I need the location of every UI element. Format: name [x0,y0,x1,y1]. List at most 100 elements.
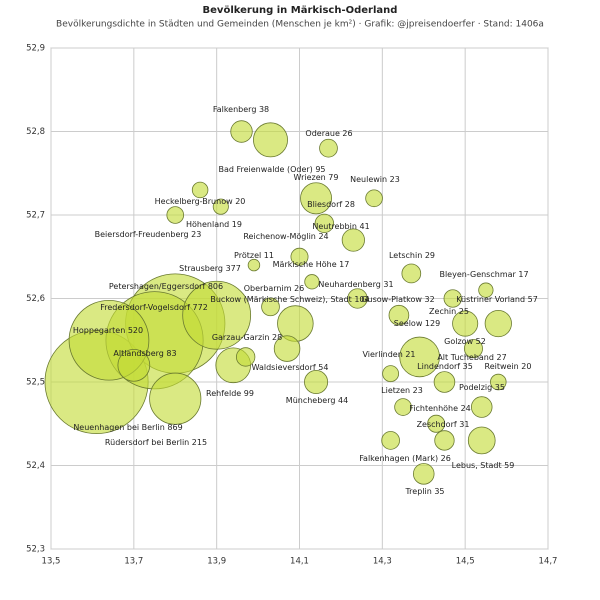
label-name: Bleyen-Genschmar [439,270,516,279]
label-value: 54 [318,363,328,372]
bubble [182,280,252,350]
data-label: Zechin 25 [429,307,469,316]
label-value: 83 [166,349,176,358]
data-label: Bliesdorf 28 [307,200,355,209]
label-name: Falkenberg [213,105,257,114]
data-label: Falkenberg 38 [213,105,269,114]
x-tick-label: 14,5 [456,557,475,567]
label-name: Zechin [429,307,456,316]
label-name: Garzau-Garzin [212,333,270,342]
data-label: Märkische Höhe 17 [273,260,350,269]
label-name: Heckelberg-Brunow [155,197,233,206]
data-label: Reichenow-Möglin 24 [243,232,328,241]
data-label: Lindendorf 35 [417,362,473,371]
bubble [427,414,446,433]
label-name: Zeschdorf [417,420,457,429]
bubble [304,369,329,395]
label-name: Lindendorf [417,362,460,371]
y-tick-label: 52,8 [26,127,45,137]
bubble [347,288,368,309]
label-value: 772 [193,303,208,312]
label-name: Alt Tucheband [437,353,494,362]
label-value: 17 [518,270,528,279]
label-name: Prötzel [234,251,261,260]
y-tick-label: 52,3 [26,545,45,555]
label-name: Neuhardenberg [318,280,380,289]
data-label: Reitwein 20 [485,362,532,371]
bubble [399,336,440,378]
label-name: Neuenhagen bei Berlin [73,423,165,432]
x-tick-label: 14,1 [290,557,309,567]
label-value: 129 [425,319,440,328]
label-value: 28 [272,333,282,342]
data-label: Letschin 29 [389,251,435,260]
label-value: 806 [208,282,223,291]
data-label: Zeschdorf 31 [417,420,470,429]
label-value: 59 [504,461,514,470]
label-name: Höhenland [186,220,229,229]
label-value: 869 [167,423,182,432]
label-name: Strausberg [179,264,223,273]
label-value: 52 [476,337,486,346]
bubble [191,181,209,199]
label-value: 104 [354,295,369,304]
label-name: Bliesdorf [307,200,342,209]
data-label: Bad Freienwalde (Oder) 95 [218,165,325,174]
data-label: Podelzig 35 [459,383,505,392]
label-name: Fichtenhöhe [409,404,458,413]
data-label: Lebus, Stadt 59 [452,461,515,470]
bubble [463,339,483,359]
y-tick-label: 52,6 [26,294,45,304]
label-value: 38 [259,105,269,114]
data-label: Fichtenhöhe 24 [409,404,471,413]
label-name: Märkische Höhe [273,260,337,269]
label-name: Oberbarnim [244,284,292,293]
chart-subtitle: Bevölkerungsdichte in Städten und Gemein… [56,20,544,30]
label-value: 25 [459,307,469,316]
data-label: Fredersdorf-Vogelsdorf 772 [100,303,208,312]
bubble [314,213,335,234]
label-name: Letschin [389,251,422,260]
bubble [341,228,365,252]
x-tick-label: 13,5 [42,557,61,567]
label-name: Lietzen [381,386,410,395]
label-name: Golzow [444,337,473,346]
bubble [412,463,435,485]
data-label: Beiersdorf-Freudenberg 23 [95,230,202,239]
data-label: Golzow 52 [444,337,486,346]
y-tick-label: 52,4 [26,461,45,471]
bubble [381,431,400,450]
data-label: Rüdersdorf bei Berlin 215 [105,438,207,447]
label-value: 41 [359,222,369,231]
data-label: Neutrebbin 41 [312,222,369,231]
data-label: Müncheberg 44 [286,396,348,405]
bubble [478,282,494,298]
bubble [388,304,410,326]
bubble [319,138,338,158]
label-value: 24 [461,404,471,413]
data-label: Altlandsberg 83 [113,349,176,358]
data-label: Waldsieversdorf 54 [252,363,329,372]
label-name: Reitwein [485,362,519,371]
bubble [484,309,512,338]
label-value: 215 [192,438,207,447]
data-label: Buckow (Märkische Schweiz), Stadt 104 [210,295,369,304]
label-name: Oderaue [305,129,340,138]
data-label: Falkenhagen (Mark) 26 [359,454,451,463]
data-label: Küstriner Vorland 57 [456,295,538,304]
bubble [382,365,400,383]
bubble [433,371,456,393]
label-name: Rüdersdorf bei Berlin [105,438,189,447]
bubble [230,120,253,143]
data-label: Oderaue 26 [305,129,352,138]
label-value: 32 [425,295,435,304]
data-label: Rehfelde 99 [206,389,254,398]
label-value: 20 [521,362,531,371]
label-name: Neutrebbin [312,222,357,231]
label-value: 35 [463,362,473,371]
data-label: Hoppegarten 520 [73,326,143,335]
bubble [434,430,455,451]
label-value: 520 [128,326,143,335]
